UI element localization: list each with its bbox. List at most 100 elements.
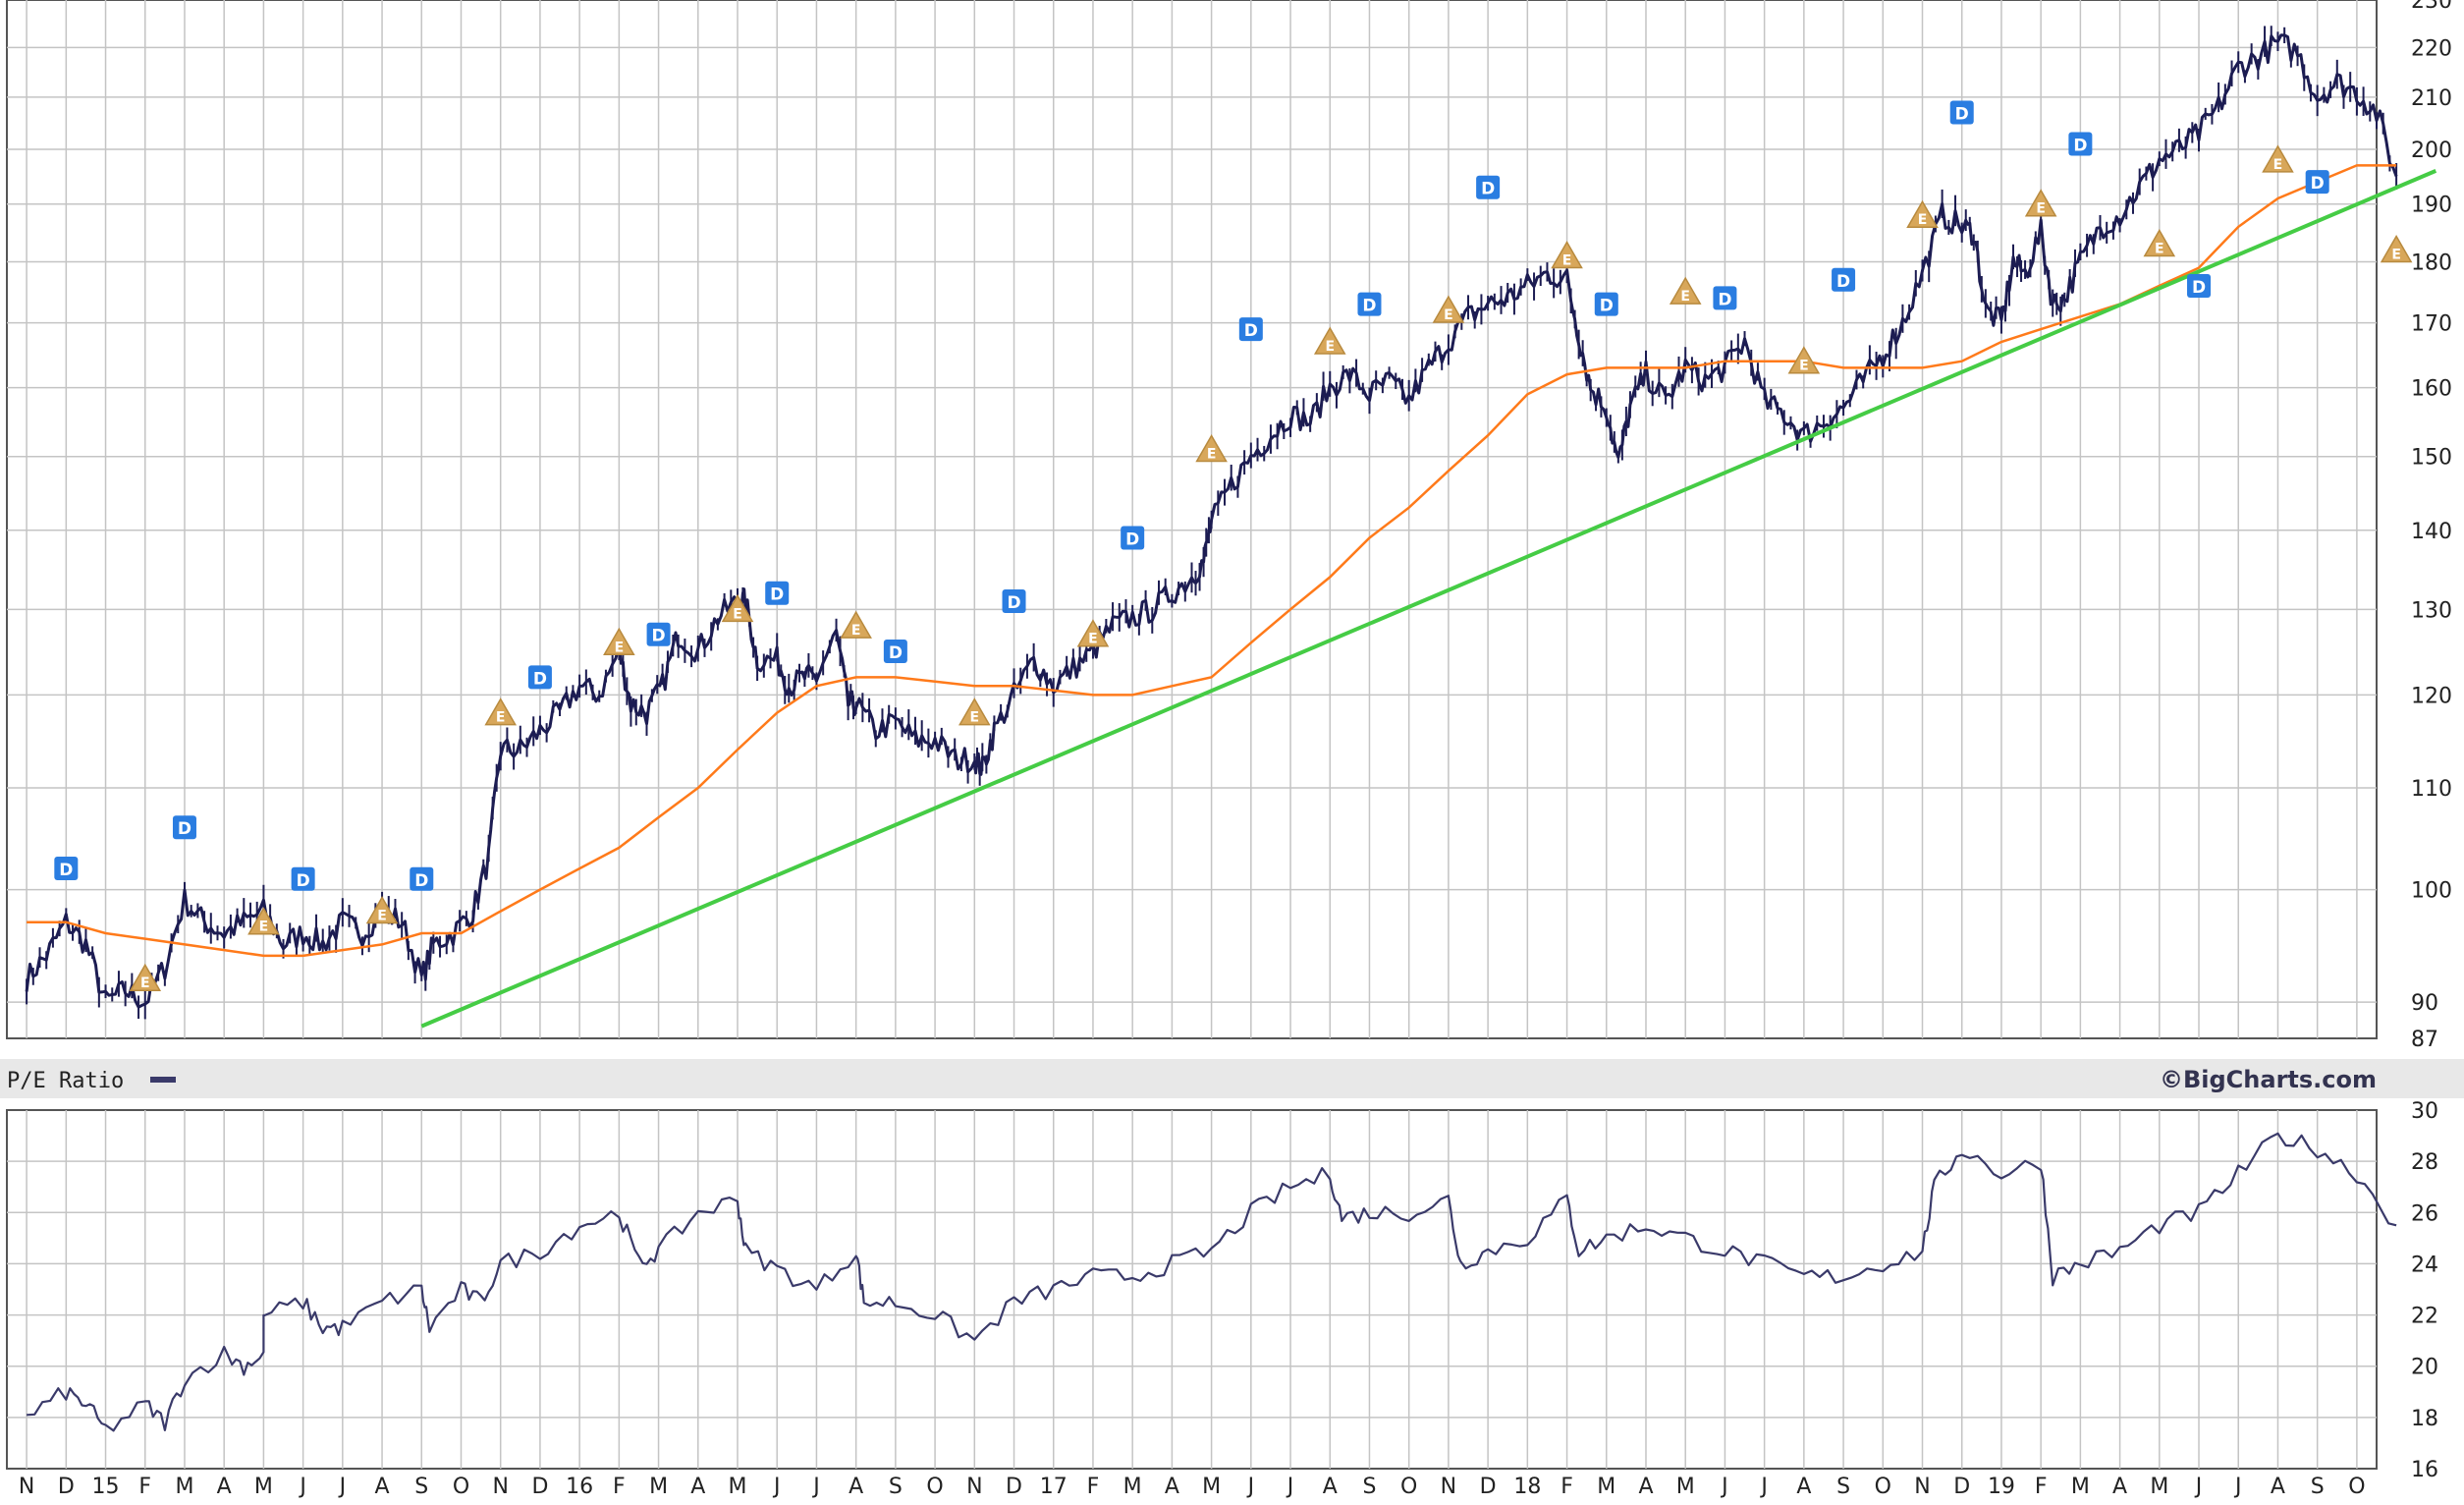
x-tick-label: F bbox=[1561, 1475, 1573, 1499]
legend-bar: P/E Ratio ©BigCharts.com bbox=[0, 1059, 2464, 1098]
dividend-marker-letter: D bbox=[889, 643, 903, 663]
dividend-marker-letter: D bbox=[1600, 297, 1614, 316]
price-y-tick-label: 160 bbox=[2411, 377, 2452, 402]
x-tick-label: A bbox=[375, 1475, 390, 1499]
earnings-marker-letter: E bbox=[259, 920, 269, 935]
pe-panel-frame bbox=[6, 1109, 2378, 1470]
earnings-marker-letter: E bbox=[1207, 447, 1217, 463]
price-y-tick-label: 120 bbox=[2411, 684, 2452, 708]
pe-y-tick-label: 30 bbox=[2411, 1099, 2438, 1124]
dividend-marker-letter: D bbox=[2311, 174, 2325, 194]
x-tick-label: N bbox=[19, 1475, 34, 1499]
dividend-marker: D bbox=[2068, 132, 2093, 156]
x-tick-label: J bbox=[772, 1475, 781, 1499]
earnings-marker-shape bbox=[1787, 346, 1821, 374]
x-tick-label: J bbox=[1246, 1475, 1255, 1499]
x-tick-label: M bbox=[1202, 1475, 1221, 1499]
moving-average-line bbox=[27, 164, 2397, 958]
x-tick-label: 18 bbox=[1513, 1475, 1541, 1499]
earnings-marker-shape bbox=[2380, 234, 2413, 263]
price-y-axis: 87 90 100 110 120 130 140 150 160 170 180 190 200 210… bbox=[2411, 0, 2452, 1052]
earnings-marker-letter: E bbox=[1918, 212, 1928, 228]
dividend-marker-box bbox=[646, 622, 671, 646]
earnings-marker-shape bbox=[1906, 199, 1939, 228]
dividend-marker: D bbox=[1476, 175, 1501, 199]
dividend-marker: D bbox=[54, 857, 79, 881]
dividend-marker-letter: D bbox=[178, 819, 192, 839]
x-tick-label: F bbox=[613, 1475, 626, 1499]
earnings-marker-shape bbox=[484, 697, 518, 726]
x-tick-label: O bbox=[2348, 1475, 2365, 1499]
dividend-marker: D bbox=[765, 581, 790, 605]
x-tick-label: O bbox=[926, 1475, 943, 1499]
dividend-marker-box bbox=[2305, 170, 2329, 195]
legend-band bbox=[0, 1059, 2464, 1098]
earnings-marker-shape bbox=[1313, 326, 1346, 355]
earnings-marker-letter: E bbox=[2155, 242, 2164, 257]
x-tick-label: N bbox=[492, 1475, 508, 1499]
x-tick-label: A bbox=[2112, 1475, 2127, 1499]
price-y-tick-label: 100 bbox=[2411, 879, 2452, 904]
x-tick-label: M bbox=[254, 1475, 273, 1499]
dividend-marker-box bbox=[765, 581, 790, 605]
dividend-marker-letter: D bbox=[1244, 321, 1258, 341]
trend-line bbox=[420, 169, 2437, 1029]
x-tick-label: S bbox=[889, 1475, 903, 1499]
earnings-marker-letter: E bbox=[377, 909, 387, 924]
earnings-marker: E bbox=[129, 963, 162, 991]
earnings-marker: E bbox=[2024, 189, 2057, 217]
dividend-marker: D bbox=[1949, 100, 1974, 125]
credit-text: ©BigCharts.com bbox=[2160, 1066, 2377, 1093]
dividend-marker-box bbox=[1357, 292, 1382, 316]
x-tick-label: M bbox=[729, 1475, 747, 1499]
x-tick-label: F bbox=[138, 1475, 151, 1499]
pe-y-tick-label: 24 bbox=[2411, 1253, 2438, 1277]
dividend-marker-box bbox=[2068, 132, 2093, 156]
earnings-marker: E bbox=[1432, 295, 1465, 323]
earnings-marker-shape bbox=[2143, 229, 2176, 257]
dividend-marker: D bbox=[646, 622, 671, 646]
earnings-marker: E bbox=[1787, 346, 1821, 374]
earnings-marker-letter: E bbox=[2391, 247, 2401, 262]
earnings-marker-shape bbox=[247, 907, 280, 935]
earnings-marker: E bbox=[958, 697, 991, 726]
dividend-marker: D bbox=[1238, 317, 1263, 342]
x-tick-label: D bbox=[58, 1475, 75, 1499]
dividend-marker-letter: D bbox=[1718, 290, 1731, 309]
pe-grid bbox=[7, 1110, 2377, 1469]
earnings-marker-letter: E bbox=[496, 710, 506, 726]
dividend-marker-box bbox=[54, 857, 79, 881]
event-markers: D D D D D D D D D D D D D D D D D D D D E E E E E E E E E E E E E E E E E E E E bbox=[54, 100, 2413, 991]
dividend-marker: D bbox=[883, 639, 907, 663]
dividend-marker-box bbox=[172, 815, 196, 840]
price-y-tick-label: 170 bbox=[2411, 312, 2452, 337]
dividend-marker: D bbox=[291, 866, 315, 891]
earnings-marker-shape bbox=[1669, 276, 1702, 305]
price-y-tick-label: 140 bbox=[2411, 520, 2452, 544]
earnings-marker-letter: E bbox=[1680, 289, 1690, 305]
dividend-marker-box bbox=[291, 866, 315, 891]
x-axis: N D 15 F M A M J J A S O N D 16 F M A M J J A S O N D 17 F M A M J J A S O N… bbox=[19, 1475, 2366, 1499]
x-tick-label: M bbox=[1123, 1475, 1142, 1499]
earnings-marker: E bbox=[2380, 234, 2413, 263]
x-tick-label: N bbox=[1441, 1475, 1456, 1499]
earnings-marker-shape bbox=[1195, 434, 1228, 463]
dividend-marker-box bbox=[1832, 267, 1856, 292]
earnings-marker-shape bbox=[129, 963, 162, 991]
earnings-marker: E bbox=[365, 896, 399, 924]
pe-y-tick-label: 26 bbox=[2411, 1201, 2438, 1226]
x-tick-label: A bbox=[217, 1475, 232, 1499]
price-panel-frame bbox=[6, 0, 2378, 1039]
earnings-marker: E bbox=[840, 610, 872, 639]
x-tick-label: A bbox=[1796, 1475, 1811, 1499]
dividend-marker-box bbox=[1002, 588, 1026, 613]
earnings-marker-shape bbox=[1076, 619, 1110, 647]
earnings-marker-shape bbox=[1551, 240, 1583, 269]
dividend-marker: D bbox=[1357, 292, 1382, 316]
earnings-marker-letter: E bbox=[970, 710, 980, 726]
x-tick-label: D bbox=[1006, 1475, 1022, 1499]
earnings-marker-letter: E bbox=[2036, 201, 2046, 217]
x-tick-label: 19 bbox=[1988, 1475, 2015, 1499]
price-y-tick-label: 210 bbox=[2411, 86, 2452, 111]
x-tick-label: M bbox=[2071, 1475, 2090, 1499]
